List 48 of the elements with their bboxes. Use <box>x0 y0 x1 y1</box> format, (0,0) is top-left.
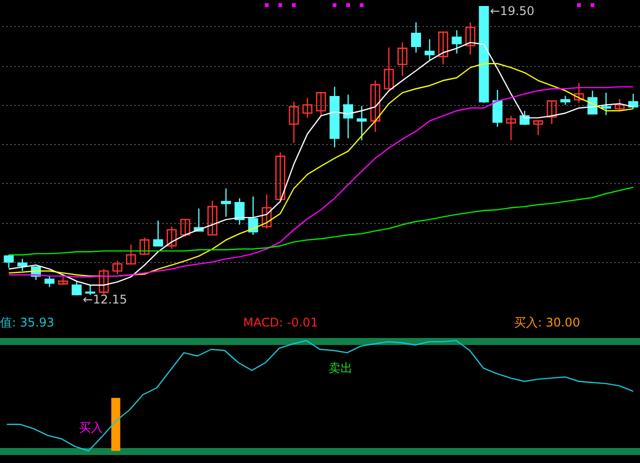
candlestick <box>126 244 136 265</box>
candlestick <box>560 95 570 106</box>
candlestick <box>628 93 638 110</box>
candlestick <box>248 196 258 236</box>
candlestick <box>506 115 516 141</box>
text: 值: 35.93 <box>0 316 54 330</box>
candlestick <box>98 268 109 295</box>
candlestick <box>72 280 82 296</box>
candlestick <box>520 110 530 126</box>
candlestick <box>220 188 231 218</box>
candlestick <box>180 218 190 238</box>
candlestick <box>601 92 612 116</box>
candlestick <box>438 30 448 66</box>
candlestick <box>356 105 367 141</box>
candlestick <box>17 258 28 272</box>
candlestick <box>140 236 150 256</box>
candlestick <box>166 226 177 250</box>
annotation: ←12.15 <box>82 292 128 307</box>
annotation: 买入 <box>79 420 104 434</box>
text: 买入: 30.00 <box>514 316 580 330</box>
candlestick <box>4 254 14 268</box>
annotation: 卖出 <box>328 360 352 375</box>
candlestick <box>262 194 272 230</box>
annotation: ←19.50 <box>490 4 534 18</box>
candlestick <box>492 89 502 128</box>
candlestick <box>452 30 462 54</box>
text: MACD: -0.01 <box>243 316 318 330</box>
candlestick <box>411 22 422 54</box>
candlestick <box>112 260 122 275</box>
candlestick <box>343 94 354 139</box>
candlestick <box>614 98 625 112</box>
candlestick <box>384 46 394 90</box>
candlestick <box>302 97 312 118</box>
candlestick <box>533 120 544 136</box>
candlestick <box>85 284 96 296</box>
candlestick <box>44 275 55 288</box>
candlestick <box>424 38 435 60</box>
candlestick <box>316 92 326 116</box>
candlestick <box>465 22 476 56</box>
candlestick <box>370 80 380 133</box>
candlestick <box>397 42 408 76</box>
candlestick <box>234 198 245 226</box>
candlestick <box>153 220 164 246</box>
candlestick <box>207 200 218 236</box>
candlestick <box>546 100 557 125</box>
candlestick <box>275 152 286 202</box>
candlestick <box>288 101 299 144</box>
candlestick <box>574 82 584 104</box>
